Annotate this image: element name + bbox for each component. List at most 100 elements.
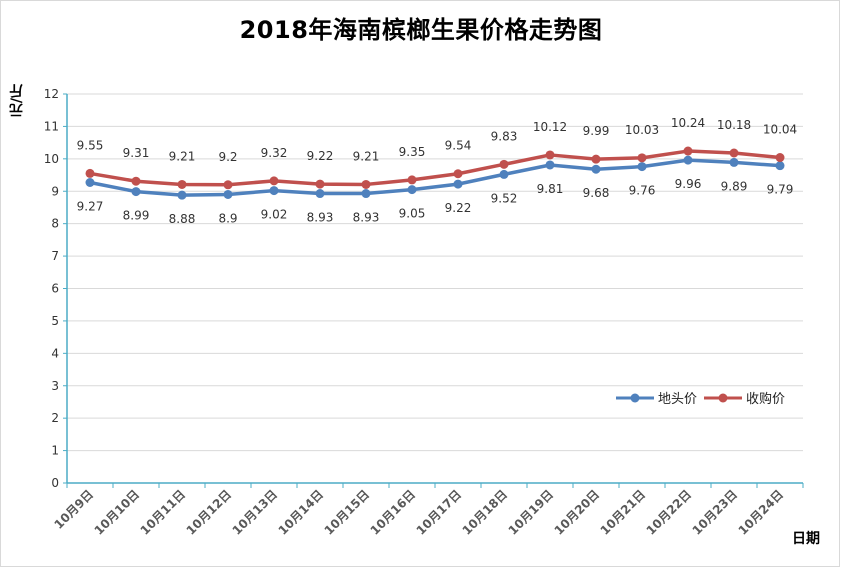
data-point-1	[85, 168, 95, 178]
data-label-1: 9.83	[491, 129, 518, 143]
data-label-0: 8.99	[123, 209, 150, 223]
x-tick-label: 10月9日	[52, 487, 97, 532]
data-point-1	[315, 179, 325, 189]
x-tick-label: 10月11日	[138, 487, 188, 537]
y-tick-label: 8	[51, 217, 59, 231]
data-label-0: 9.27	[77, 199, 104, 213]
x-tick-label: 10月18日	[460, 487, 510, 537]
data-label-0: 9.22	[445, 201, 472, 215]
legend-label: 地头价	[658, 392, 698, 407]
data-point-0	[729, 157, 739, 167]
data-label-0: 9.79	[767, 183, 794, 197]
series-line-0	[89, 158, 781, 197]
data-point-1	[177, 179, 187, 189]
legend-entry-series-1: 收购价	[704, 388, 785, 407]
data-label-1: 10.03	[625, 123, 659, 137]
data-point-1	[407, 175, 417, 185]
data-point-0	[637, 162, 647, 172]
y-tick-label: 4	[51, 346, 59, 360]
data-point-0	[775, 161, 785, 171]
legend-marker-icon	[616, 393, 654, 402]
y-tick-label: 0	[51, 476, 59, 490]
data-label-1: 10.24	[671, 116, 705, 130]
data-label-1: 9.32	[261, 146, 288, 160]
data-label-1: 9.2	[218, 150, 237, 164]
data-point-0	[131, 187, 141, 197]
data-label-1: 9.35	[399, 145, 426, 159]
data-label-0: 8.93	[307, 211, 334, 225]
data-point-0	[361, 189, 371, 199]
data-label-0: 9.05	[399, 207, 426, 221]
data-point-0	[407, 185, 417, 195]
chart-title: 2018年海南槟榔生果价格走势图	[239, 16, 603, 44]
data-label-0: 8.93	[353, 211, 380, 225]
data-label-1: 9.54	[445, 139, 472, 153]
y-tick-label: 11	[44, 119, 59, 133]
x-tick-label: 10月23日	[690, 487, 740, 537]
y-tick-label: 10	[44, 152, 59, 166]
data-point-1	[591, 154, 601, 164]
data-point-1	[453, 169, 463, 179]
data-label-0: 9.52	[491, 191, 518, 205]
x-tick-label: 10月13日	[230, 487, 280, 537]
data-label-1: 10.12	[533, 120, 567, 134]
data-point-1	[131, 176, 141, 186]
x-tick-label: 10月12日	[184, 487, 234, 537]
y-tick-label: 7	[51, 249, 59, 263]
data-point-0	[683, 155, 693, 165]
data-point-1	[683, 146, 693, 156]
x-axis-label: 日期	[792, 531, 820, 547]
data-label-1: 9.21	[353, 149, 380, 163]
y-tick-label: 6	[51, 282, 59, 296]
x-tick-label: 10月17日	[414, 487, 464, 537]
data-point-0	[269, 186, 279, 196]
y-tick-label: 12	[44, 87, 59, 101]
data-label-0: 9.96	[675, 177, 702, 191]
y-tick-label: 2	[51, 411, 59, 425]
x-tick-label: 10月22日	[644, 487, 694, 537]
data-point-0	[177, 190, 187, 200]
legend-marker-icon	[704, 393, 742, 402]
x-tick-label: 10月15日	[322, 487, 372, 537]
data-point-1	[269, 176, 279, 186]
data-label-0: 9.76	[629, 184, 656, 198]
data-label-1: 9.99	[583, 124, 610, 138]
x-tick-label: 10月21日	[598, 487, 648, 537]
data-point-1	[545, 150, 555, 160]
data-point-0	[545, 160, 555, 170]
x-tick-label: 10月14日	[276, 487, 326, 537]
x-tick-label: 10月19日	[506, 487, 556, 537]
data-point-1	[499, 159, 509, 169]
data-point-1	[361, 179, 371, 189]
data-point-0	[499, 169, 509, 179]
y-tick-label: 3	[51, 379, 59, 393]
data-point-0	[315, 189, 325, 199]
data-label-0: 8.9	[218, 211, 237, 225]
x-tick-label: 10月24日	[736, 487, 786, 537]
data-label-1: 10.04	[763, 123, 797, 137]
x-tick-label: 10月16日	[368, 487, 418, 537]
data-point-1	[729, 148, 739, 158]
data-label-1: 9.21	[169, 149, 196, 163]
series-line-1	[89, 149, 781, 187]
legend-label: 收购价	[746, 392, 786, 407]
x-tick-label: 10月10日	[92, 487, 142, 537]
data-label-0: 8.88	[169, 212, 196, 226]
data-label-1: 9.55	[77, 138, 104, 152]
data-point-0	[223, 189, 233, 199]
y-tick-label: 1	[51, 444, 59, 458]
y-tick-label: 9	[51, 184, 59, 198]
data-label-1: 9.31	[123, 146, 150, 160]
legend-entry-series-0: 地头价	[616, 388, 697, 407]
data-point-1	[775, 153, 785, 163]
data-label-0: 9.81	[537, 182, 564, 196]
y-tick-label: 5	[51, 314, 59, 328]
data-point-0	[453, 179, 463, 189]
data-label-1: 9.22	[307, 149, 334, 163]
data-label-1: 10.18	[717, 118, 751, 132]
data-label-0: 9.02	[261, 208, 288, 222]
data-point-1	[223, 180, 233, 190]
data-point-0	[85, 177, 95, 187]
